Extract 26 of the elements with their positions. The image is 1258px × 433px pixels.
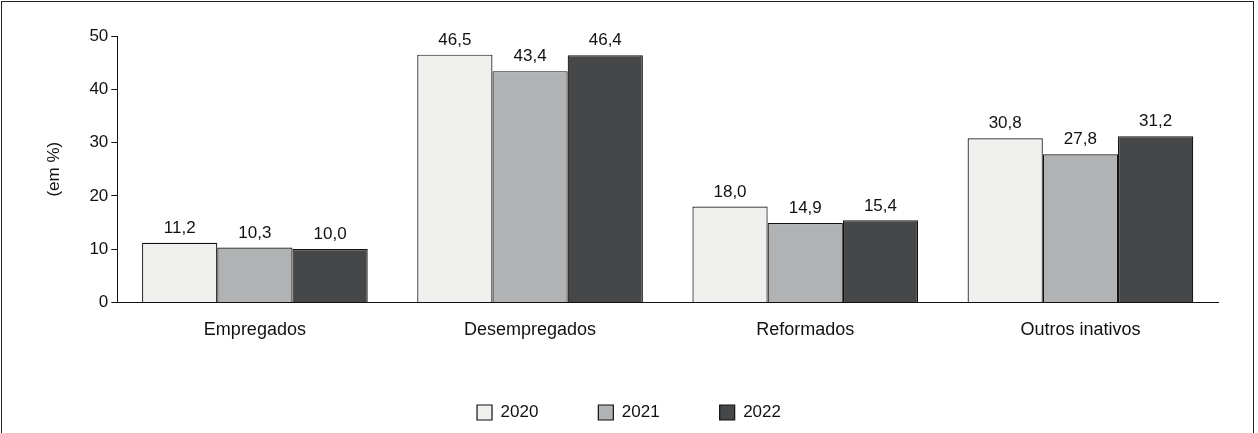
data-label: 18,0 xyxy=(713,181,747,201)
data-label: 43,4 xyxy=(513,46,547,66)
x-tick-label: Desempregados xyxy=(464,319,597,340)
x-tick-label: Empregados xyxy=(203,319,306,340)
data-label: 10,0 xyxy=(313,224,347,244)
y-tick-label: 20 xyxy=(89,185,109,205)
legend-label: 2021 xyxy=(621,402,660,422)
data-label: 31,2 xyxy=(1139,111,1173,131)
y-axis-title: (em %) xyxy=(43,141,63,197)
y-tick-label: 10 xyxy=(89,238,109,258)
y-tick-label: 30 xyxy=(89,132,109,152)
data-label: 46,5 xyxy=(438,29,472,49)
x-tick-label: Reformados xyxy=(756,319,855,340)
data-label: 46,4 xyxy=(588,30,622,50)
data-label: 30,8 xyxy=(988,113,1022,133)
x-tick-label: Outros inativos xyxy=(1020,319,1141,340)
y-tick-label: 40 xyxy=(89,78,109,98)
data-label: 15,4 xyxy=(863,195,897,215)
data-label: 11,2 xyxy=(163,217,196,237)
y-tick-label: 50 xyxy=(89,25,109,45)
legend-label: 2020 xyxy=(500,402,539,422)
data-label: 14,9 xyxy=(788,198,822,218)
legend-label: 2022 xyxy=(743,402,781,422)
data-label: 10,3 xyxy=(238,222,272,242)
y-tick-label: 0 xyxy=(98,292,109,312)
data-label: 27,8 xyxy=(1063,129,1097,149)
